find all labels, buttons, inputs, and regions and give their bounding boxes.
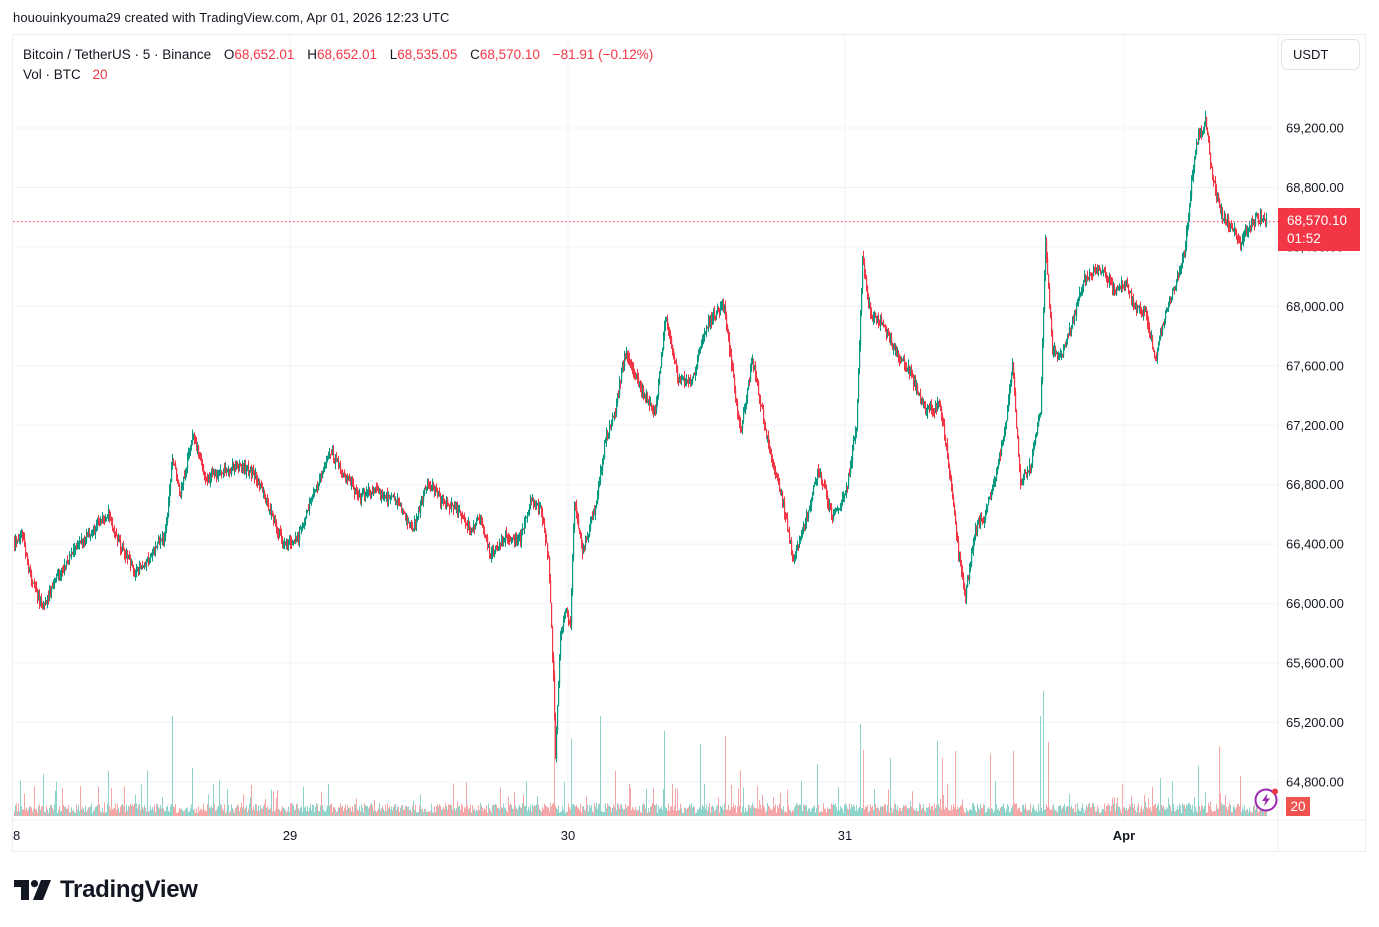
price-tick-label: 68,000.00 xyxy=(1286,299,1344,314)
high-value: 68,652.01 xyxy=(316,47,378,62)
price-tick-label: 67,200.00 xyxy=(1286,418,1344,433)
time-tick-label: Apr xyxy=(1113,828,1135,843)
time-tick-label: 30 xyxy=(561,828,575,843)
volume-value: 20 xyxy=(92,67,108,82)
bar-countdown: 01:52 xyxy=(1287,231,1321,246)
low-value: 68,535.05 xyxy=(397,47,458,62)
time-tick-label: 29 xyxy=(283,828,297,843)
close-value: 68,570.10 xyxy=(479,47,540,62)
open-label: O xyxy=(223,47,235,62)
chart-credit: hououinkyouma29 created with TradingView… xyxy=(13,10,450,25)
last-price-value: 68,570.10 xyxy=(1287,213,1348,228)
chart-frame xyxy=(12,34,1366,852)
price-axis[interactable]: 69,200.0068,800.0068,400.0068,000.0067,6… xyxy=(1286,121,1344,790)
price-tick-label: 69,200.00 xyxy=(1286,121,1344,136)
symbol-title[interactable]: Bitcoin / TetherUS · 5 · Binance xyxy=(23,47,212,62)
price-tick-label: 64,800.00 xyxy=(1286,775,1344,790)
time-tick-label: 8 xyxy=(13,828,20,843)
price-tick-label: 65,200.00 xyxy=(1286,715,1344,730)
grid-lines xyxy=(12,35,1366,851)
last-price-tag: 68,570.10 01:52 xyxy=(1278,208,1360,251)
volume-row: Vol · BTC 20 xyxy=(23,65,653,85)
time-tick-label: 31 xyxy=(838,828,852,843)
ohlc-row: Bitcoin / TetherUS · 5 · Binance O68,652… xyxy=(23,45,653,65)
price-tick-label: 66,000.00 xyxy=(1286,596,1344,611)
chart-legend: Bitcoin / TetherUS · 5 · Binance O68,652… xyxy=(23,45,653,85)
volume-bars xyxy=(14,661,1267,816)
open-value: 68,652.01 xyxy=(234,47,295,62)
volume-tag: 20 xyxy=(1286,797,1310,816)
tradingview-logo[interactable]: TradingView xyxy=(14,876,198,904)
lightning-icon[interactable] xyxy=(1253,787,1279,813)
currency-button[interactable]: USDT xyxy=(1281,39,1360,70)
candlesticks xyxy=(14,110,1268,763)
volume-label[interactable]: Vol · BTC xyxy=(23,67,81,82)
price-tick-label: 66,800.00 xyxy=(1286,477,1344,492)
high-label: H xyxy=(307,47,317,62)
price-tick-label: 68,800.00 xyxy=(1286,180,1344,195)
price-tick-label: 67,600.00 xyxy=(1286,358,1344,373)
brand-name: TradingView xyxy=(60,876,198,903)
tradingview-logo-icon xyxy=(14,880,51,900)
time-axis[interactable]: 8 29 30 31 Apr xyxy=(13,828,1135,843)
change-value: −81.91 (−0.12%) xyxy=(552,47,654,62)
price-tick-label: 65,600.00 xyxy=(1286,656,1344,671)
low-label: L xyxy=(389,47,398,62)
close-label: C xyxy=(470,47,480,62)
price-tick-label: 66,400.00 xyxy=(1286,537,1344,552)
